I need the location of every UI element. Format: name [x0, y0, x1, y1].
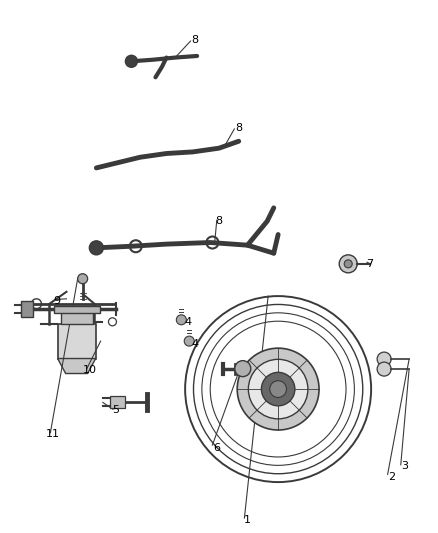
Text: 8: 8	[191, 35, 198, 45]
Text: 4: 4	[191, 339, 198, 349]
Circle shape	[89, 241, 103, 255]
Text: 2: 2	[389, 472, 396, 482]
Text: 8: 8	[235, 123, 242, 133]
Bar	[58, 324, 95, 359]
Circle shape	[339, 255, 357, 273]
Bar	[21, 301, 33, 317]
Circle shape	[261, 373, 295, 406]
Text: 7: 7	[367, 259, 374, 269]
Circle shape	[237, 348, 319, 430]
Text: 6: 6	[213, 443, 220, 453]
Bar	[53, 306, 100, 313]
Text: 10: 10	[83, 366, 97, 375]
Bar	[110, 397, 125, 408]
Text: 4: 4	[185, 318, 192, 327]
Circle shape	[344, 260, 352, 268]
Circle shape	[78, 274, 88, 284]
Polygon shape	[58, 359, 95, 374]
Circle shape	[270, 381, 286, 398]
Text: 9: 9	[53, 296, 60, 306]
Text: 11: 11	[46, 430, 60, 439]
Bar	[60, 310, 93, 324]
Text: 8: 8	[215, 216, 223, 226]
Circle shape	[248, 359, 308, 419]
Text: 1: 1	[244, 515, 251, 524]
Circle shape	[377, 362, 391, 376]
Circle shape	[184, 336, 194, 346]
Circle shape	[235, 361, 251, 377]
Circle shape	[125, 55, 138, 67]
Text: 5: 5	[113, 406, 120, 415]
Circle shape	[177, 315, 186, 325]
Circle shape	[377, 352, 391, 366]
Text: 3: 3	[402, 462, 409, 471]
